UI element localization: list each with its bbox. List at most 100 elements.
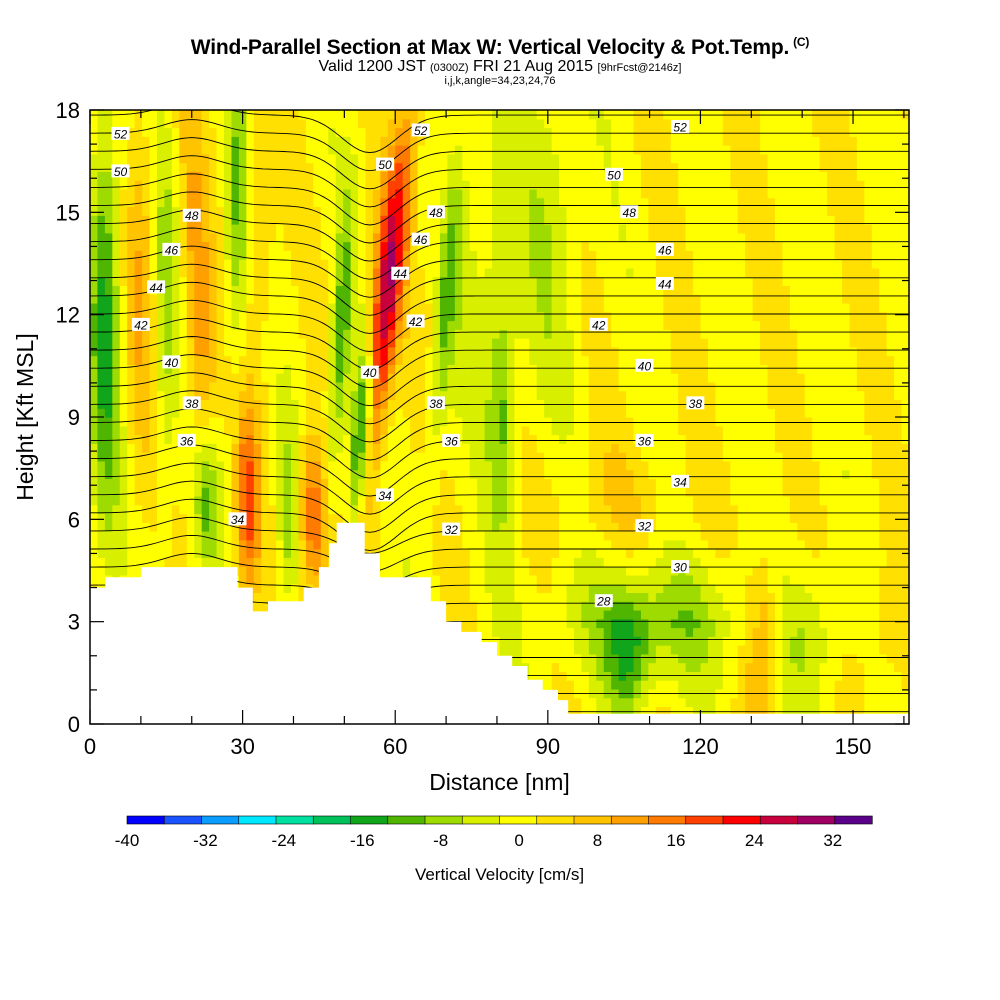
velocity-cell: [432, 364, 441, 374]
velocity-cell: [365, 452, 374, 462]
velocity-cell: [439, 452, 448, 462]
velocity-cell: [611, 627, 620, 637]
velocity-cell: [566, 390, 575, 401]
velocity-cell: [194, 311, 203, 322]
velocity-cell: [536, 469, 545, 479]
velocity-cell: [566, 320, 575, 330]
velocity-cell: [536, 390, 545, 401]
velocity-cell: [596, 460, 605, 471]
velocity-cell: [521, 425, 530, 436]
velocity-cell: [119, 338, 128, 348]
velocity-cell: [224, 338, 233, 348]
velocity-cell: [268, 566, 277, 576]
velocity-cell: [97, 566, 106, 576]
velocity-cell: [358, 495, 367, 506]
velocity-cell: [417, 206, 426, 216]
velocity-cell: [387, 504, 396, 515]
velocity-cell: [365, 522, 374, 532]
velocity-cell: [454, 460, 463, 471]
velocity-cell: [97, 302, 106, 313]
velocity-cell: [611, 118, 620, 129]
velocity-cell: [372, 346, 381, 357]
velocity-cell: [350, 425, 359, 436]
velocity-cell: [119, 224, 128, 234]
velocity-cell: [611, 373, 620, 383]
velocity-cell: [551, 653, 560, 664]
velocity-cell: [149, 434, 158, 444]
velocity-cell: [559, 364, 568, 374]
velocity-cell: [611, 180, 620, 190]
velocity-cell: [358, 320, 367, 330]
velocity-cell: [432, 522, 441, 532]
velocity-cell: [380, 118, 389, 129]
velocity-cell: [559, 171, 568, 181]
velocity-cell: [544, 338, 553, 348]
velocity-cell: [112, 460, 121, 471]
velocity-cell: [581, 574, 590, 585]
velocity-cell: [551, 364, 560, 374]
velocity-cell: [462, 601, 471, 611]
velocity-cell: [551, 671, 560, 681]
velocity-cell: [134, 145, 143, 155]
velocity-cell: [276, 504, 285, 515]
velocity-cell: [253, 294, 262, 304]
velocity-cell: [97, 206, 106, 216]
velocity-cell: [164, 513, 173, 523]
velocity-cell: [492, 504, 501, 515]
velocity-cell: [261, 311, 270, 322]
velocity-cell: [611, 548, 620, 558]
velocity-cell: [462, 276, 471, 287]
velocity-cell: [581, 320, 590, 330]
velocity-cell: [119, 434, 128, 444]
velocity-cell: [611, 662, 620, 672]
velocity-cell: [536, 355, 545, 365]
velocity-cell: [320, 478, 329, 488]
velocity-cell: [201, 171, 210, 181]
velocity-cell: [529, 136, 538, 146]
velocity-cell: [603, 232, 612, 243]
velocity-cell: [313, 381, 322, 392]
velocity-cell: [231, 250, 240, 260]
velocity-cell: [492, 329, 501, 339]
velocity-cell: [469, 215, 478, 225]
velocity-cell: [112, 346, 121, 357]
velocity-cell: [596, 364, 605, 374]
velocity-cell: [536, 601, 545, 611]
velocity-cell: [521, 127, 530, 137]
velocity-cell: [276, 539, 285, 550]
velocity-cell: [305, 329, 314, 339]
velocity-cell: [358, 153, 367, 164]
velocity-cell: [209, 408, 218, 418]
velocity-cell: [305, 118, 314, 129]
velocity-cell: [506, 250, 515, 260]
velocity-cell: [97, 495, 106, 506]
velocity-cell: [164, 259, 173, 269]
velocity-cell: [447, 399, 456, 409]
velocity-cell: [298, 539, 307, 550]
velocity-cell: [581, 627, 590, 637]
velocity-cell: [499, 364, 508, 374]
velocity-cell: [127, 381, 136, 392]
velocity-cell: [469, 495, 478, 506]
velocity-cell: [313, 364, 322, 374]
velocity-cell: [551, 662, 560, 672]
velocity-cell: [179, 259, 188, 269]
velocity-cell: [261, 592, 270, 602]
velocity-cell: [447, 145, 456, 155]
velocity-cell: [305, 460, 314, 471]
velocity-cell: [462, 338, 471, 348]
velocity-cell: [127, 118, 136, 129]
velocity-cell: [358, 513, 367, 523]
velocity-cell: [216, 522, 225, 532]
velocity-cell: [104, 443, 113, 453]
velocity-cell: [551, 557, 560, 567]
velocity-cell: [477, 504, 486, 515]
velocity-cell: [216, 302, 225, 313]
velocity-cell: [581, 302, 590, 313]
velocity-cell: [484, 364, 493, 374]
velocity-cell: [194, 355, 203, 365]
velocity-cell: [261, 478, 270, 488]
velocity-cell: [581, 618, 590, 629]
velocity-cell: [149, 232, 158, 243]
velocity-cell: [544, 311, 553, 322]
